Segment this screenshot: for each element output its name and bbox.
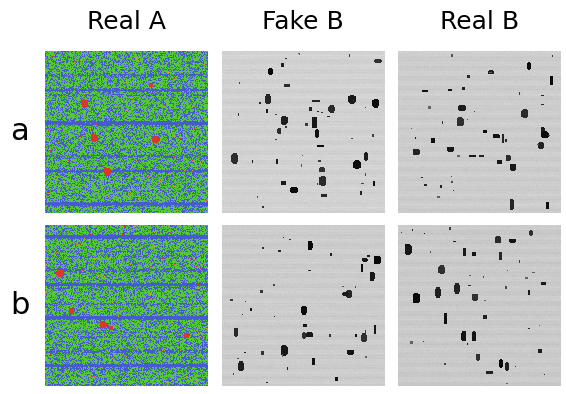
- Text: Real A: Real A: [87, 10, 166, 33]
- Text: Real B: Real B: [440, 10, 519, 33]
- Text: a: a: [10, 117, 29, 147]
- Text: Fake B: Fake B: [262, 10, 344, 33]
- Text: b: b: [10, 291, 29, 320]
